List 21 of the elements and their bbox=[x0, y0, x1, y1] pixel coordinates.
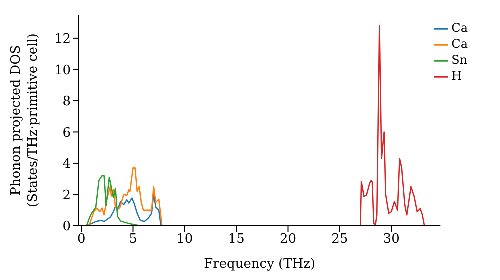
x-tick-label: 5 bbox=[129, 232, 138, 248]
y-tick-label: 10 bbox=[54, 63, 71, 78]
legend-label: Ca bbox=[452, 21, 468, 35]
x-axis-title: Frequency (THz) bbox=[204, 257, 316, 272]
x-tick-label: 20 bbox=[280, 232, 297, 248]
legend-label: Sn bbox=[452, 53, 468, 67]
x-tick-label: 15 bbox=[228, 232, 245, 248]
y-tick-label: 2 bbox=[62, 188, 71, 204]
legend-label: H bbox=[452, 69, 462, 83]
x-tick-label: 10 bbox=[176, 232, 194, 248]
x-tick-label: 0 bbox=[77, 232, 86, 248]
y-tick-label: 8 bbox=[62, 94, 71, 110]
x-tick-label: 30 bbox=[383, 232, 400, 248]
y-tick-label: 12 bbox=[54, 32, 71, 48]
x-tick-label: 25 bbox=[332, 232, 348, 248]
y-axis-title: Phonon projected DOS (States/THz·primitive cell) bbox=[9, 33, 41, 208]
y-tick-label: 6 bbox=[62, 126, 71, 141]
line-series bbox=[360, 25, 426, 226]
legend-label: Ca bbox=[452, 37, 468, 51]
y-tick-label: 4 bbox=[62, 157, 71, 172]
y-tick-label: 0 bbox=[62, 220, 71, 235]
